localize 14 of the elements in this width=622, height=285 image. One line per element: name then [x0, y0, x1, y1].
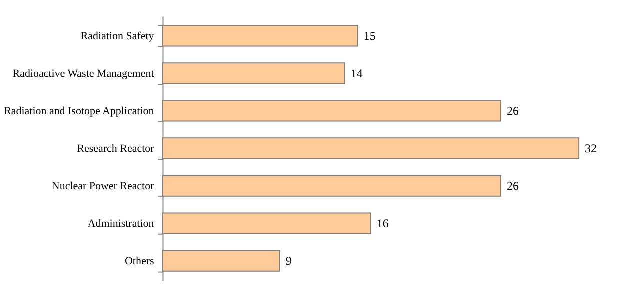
y-tick-label: Radioactive Waste Management: [12, 68, 154, 80]
y-tick-label: Radiation Safety: [80, 30, 155, 42]
data-label: 26: [506, 179, 519, 194]
y-tick-label: Nuclear Power Reactor: [52, 180, 155, 193]
data-label: 16: [376, 216, 389, 231]
data-label: 26: [506, 104, 519, 118]
data-label: 14: [350, 66, 363, 80]
data-label: 9: [286, 254, 292, 268]
y-tick-label: Others: [125, 256, 154, 268]
y-tick-label: Administration: [88, 218, 155, 230]
data-label: 32: [585, 141, 598, 156]
y-tick-label: Research Reactor: [77, 142, 155, 155]
y-tick-label: Radiation and Isotope Application: [4, 105, 155, 118]
data-label: 15: [364, 28, 376, 43]
